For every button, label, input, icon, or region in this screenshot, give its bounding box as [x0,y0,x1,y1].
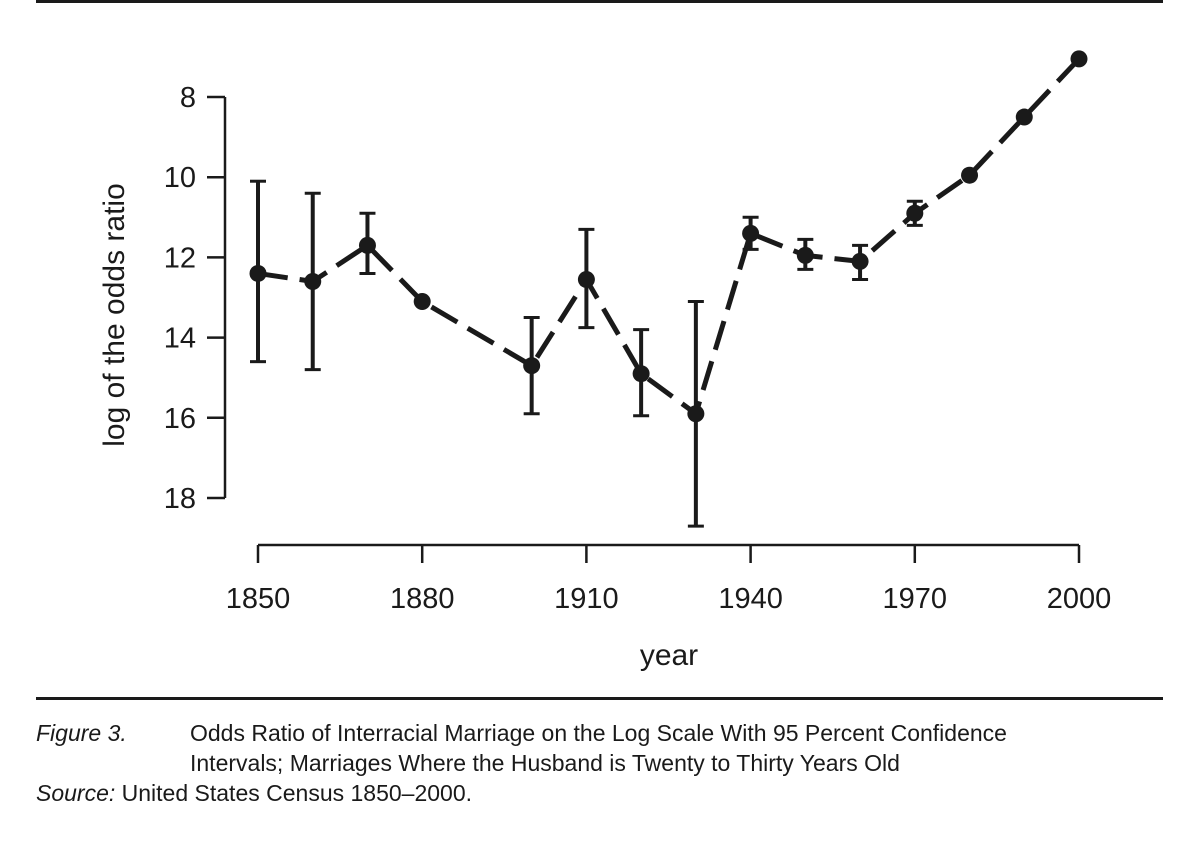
top-rule [36,0,1163,3]
source-text: United States Census 1850–2000. [115,780,473,806]
x-axis-title: year [640,639,698,672]
series-line-group [257,57,1081,417]
x-axis: 1850 1880 1910 1940 1970 2000 [226,543,1112,615]
caption-line-2: Intervals; Marriages Where the Husband i… [36,748,1165,778]
bottom-rule [36,697,1163,700]
y-tick-label: 12 [164,242,196,274]
caption-text-1: Odds Ratio of Interracial Marriage on th… [190,720,1007,746]
y-axis: 8 10 12 14 16 18 [164,82,227,515]
caption-text-2: Intervals; Marriages Where the Husband i… [190,750,900,776]
caption-line-1: Figure 3. Odds Ratio of Interracial Marri… [36,718,1165,748]
x-tick-label: 1850 [226,583,291,615]
x-tick-label: 1880 [390,583,455,615]
series-line [257,57,1081,417]
data-point [1070,50,1088,68]
figure-caption: Figure 3. Odds Ratio of Interracial Marri… [36,718,1165,808]
y-tick-label: 16 [164,403,196,435]
data-point [249,264,267,282]
data-point [632,365,650,383]
y-tick-label: 14 [164,323,196,355]
x-tick-label: 2000 [1047,583,1112,615]
data-points [249,50,1088,423]
x-tick-label: 1940 [718,583,783,615]
source-label: Source: [36,780,116,806]
x-tick-label: 1970 [883,583,948,615]
y-tick-label: 8 [180,82,196,114]
y-tick-label: 10 [164,162,196,194]
data-point [358,236,376,254]
data-point [796,246,814,264]
data-point [742,224,760,242]
data-point [304,272,322,290]
error-bars [250,179,923,528]
data-point [687,405,705,423]
data-point [523,357,541,375]
y-tick-label: 18 [164,483,196,515]
caption-label: Figure 3. [36,720,127,746]
chart-svg: 8 10 12 14 16 18 1850 1880 1910 1940 1970 2000 yea… [98,50,1112,672]
data-point [1015,108,1033,126]
source-line: Source: United States Census 1850–2000. [36,778,1165,808]
data-point [906,204,924,222]
data-point [577,270,595,288]
y-axis-title: log of the odds ratio [98,183,131,447]
data-point [413,293,431,311]
x-tick-label: 1910 [554,583,619,615]
data-point [961,166,979,184]
data-point [851,252,869,270]
